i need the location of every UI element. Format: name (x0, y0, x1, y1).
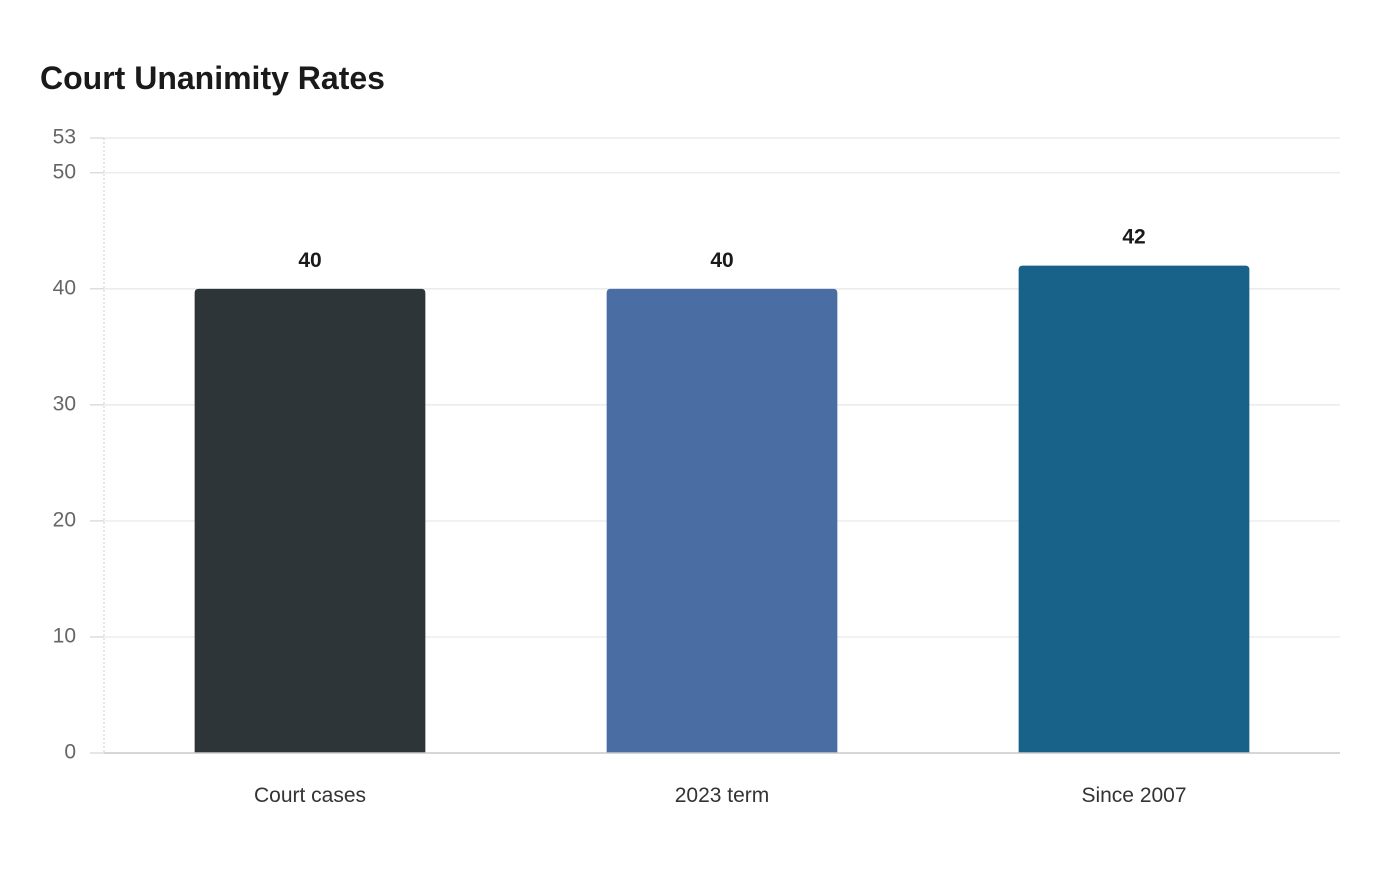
y-tick-label: 0 (64, 741, 76, 764)
bar-0[interactable] (194, 288, 426, 753)
y-tick-label: 53 (53, 126, 76, 149)
bar-2[interactable] (1018, 265, 1250, 753)
y-tick-label: 10 (53, 625, 76, 648)
y-tick-label: 50 (53, 160, 76, 183)
value-label: 40 (710, 249, 733, 272)
bars (194, 265, 1250, 753)
x-category-label: 2023 term (675, 784, 770, 807)
x-category-label: Court cases (254, 784, 366, 807)
y-tick-label: 20 (53, 508, 76, 531)
y-tick-label: 30 (53, 392, 76, 415)
y-tick-label: 40 (53, 276, 76, 299)
x-axis-labels: Court cases 2023 term Since 2007 (254, 784, 1187, 807)
y-axis-ticks: 0 10 20 30 40 50 53 (53, 126, 104, 764)
value-labels: 40 40 42 (298, 226, 1145, 272)
value-label: 40 (298, 249, 321, 272)
value-label: 42 (1122, 226, 1145, 249)
x-category-label: Since 2007 (1081, 784, 1186, 807)
chart-title: Court Unanimity Rates (40, 60, 385, 96)
bar-1[interactable] (606, 288, 838, 753)
